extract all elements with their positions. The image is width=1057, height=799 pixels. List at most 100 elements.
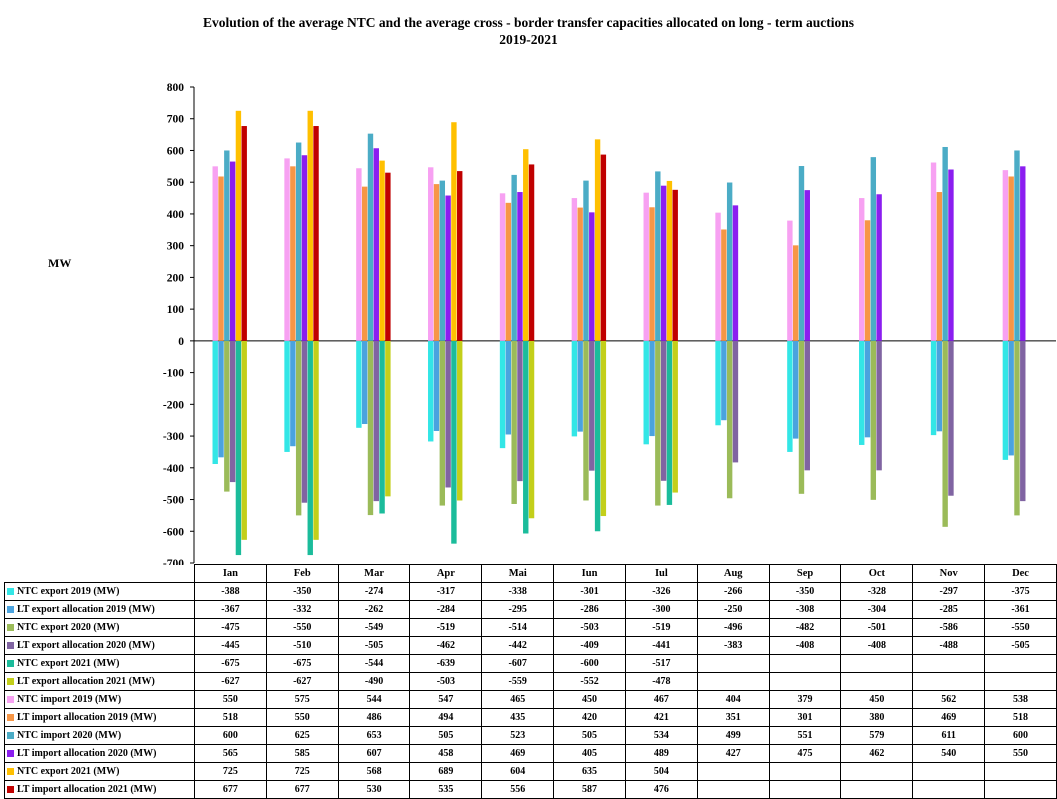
data-label: -350 — [265, 582, 339, 601]
bar-ntc-export-2020-mw-nov — [942, 340, 948, 527]
series-name: NTC export 2021 (MW) — [17, 766, 120, 777]
bar-ntc-export-2021-mw-apr — [451, 122, 457, 341]
data-label: 450 — [840, 690, 914, 709]
bar-ntc-export-2019-mw-mar — [356, 340, 362, 428]
legend-swatch — [7, 588, 14, 596]
data-label: 587 — [553, 780, 626, 799]
data-label: -383 — [696, 636, 770, 655]
bar-lt-export-allocation-2019-mw-ian — [218, 340, 224, 458]
bar-chart: 800 700 600 500 400 300 200 100 0 -100 -200 -300 -40… — [163, 82, 1056, 565]
table-row: LT import allocation 2019 (MW) 518 550 486 4… — [4, 708, 1057, 727]
bar-ntc-import-2019-mw-nov — [930, 162, 937, 341]
bar-ntc-import-2019-mw-mar — [356, 168, 362, 341]
bar-ntc-import-2019-mw-dec — [1002, 170, 1009, 341]
bar-ntc-export-2021-mw-iun — [594, 340, 601, 532]
data-label: -328 — [840, 582, 914, 601]
legend-swatch — [7, 696, 14, 704]
bar-ntc-import-2020-mw-mar — [367, 133, 374, 341]
bar-lt-export-allocation-2021-mw-ian — [241, 340, 247, 540]
bar-ntc-export-2021-mw-mai — [523, 340, 529, 534]
bar-ntc-export-2019-mw-feb — [284, 340, 290, 452]
bar-lt-import-allocation-2021-mw-iun — [600, 154, 607, 341]
bar-lt-export-allocation-2021-mw-apr — [457, 340, 463, 501]
bar-ntc-export-2019-mw-iun — [571, 340, 578, 437]
bar-lt-import-allocation-2021-mw-mai — [528, 164, 535, 341]
data-label: 530 — [337, 780, 411, 799]
bar-ntc-import-2019-mw-sep — [787, 220, 793, 341]
data-label: -517 — [624, 654, 698, 673]
legend-entry: NTC import 2020 (MW) — [4, 726, 195, 745]
bar-ntc-export-2019-mw-aug — [715, 340, 721, 426]
bar-lt-export-allocation-2020-mw-aug — [732, 340, 739, 463]
data-label — [840, 672, 914, 691]
series-name: LT export allocation 2019 (MW) — [17, 604, 155, 615]
data-label: -503 — [409, 672, 483, 691]
x-tick-label: Oct — [840, 564, 914, 583]
bar-ntc-export-2021-mw-apr — [451, 340, 457, 544]
series-name: LT import allocation 2021 (MW) — [17, 784, 157, 795]
y-tick-label: -700 — [163, 558, 184, 565]
data-label: -501 — [840, 618, 914, 637]
data-label: 405 — [553, 744, 626, 763]
data-label: -549 — [337, 618, 411, 637]
x-tick-label: Nov — [912, 564, 986, 583]
bar-ntc-import-2020-mw-dec — [1014, 150, 1020, 341]
data-label: -519 — [409, 618, 483, 637]
y-tick-label: -600 — [163, 526, 184, 538]
bar-lt-export-allocation-2020-mw-feb — [301, 340, 308, 503]
bar-lt-import-allocation-2019-mw-mar — [361, 186, 368, 341]
bar-ntc-export-2019-mw-mai — [499, 340, 506, 449]
data-label: 689 — [409, 762, 483, 781]
bar-lt-export-allocation-2021-mw-mar — [385, 340, 391, 497]
data-label: 427 — [696, 744, 770, 763]
legend-entry: NTC export 2020 (MW) — [4, 618, 195, 637]
chart-subtitle-line: 2019-2021 — [499, 32, 558, 47]
y-tick-label: -100 — [163, 368, 184, 380]
table-row: NTC export 2020 (MW) -475 -550 -549 -519 -514… — [4, 618, 1057, 637]
bar-ntc-import-2019-mw-mai — [499, 193, 506, 341]
bar-ntc-export-2020-mw-iun — [583, 340, 589, 501]
bar-lt-import-allocation-2019-mw-iun — [577, 207, 583, 341]
data-label: -388 — [194, 582, 267, 601]
table-row: LT export allocation 2020 (MW) -445 -510 -5… — [4, 636, 1057, 655]
bar-lt-export-allocation-2019-mw-aug — [721, 340, 727, 421]
bar-lt-import-allocation-2020-mw-oct — [876, 194, 882, 341]
data-label: -600 — [553, 654, 626, 673]
legend-entry: LT import allocation 2021 (MW) — [4, 780, 195, 799]
bar-lt-import-allocation-2019-mw-aug — [721, 229, 727, 341]
data-label — [768, 672, 842, 691]
data-label: 568 — [337, 762, 411, 781]
y-tick-label: 200 — [167, 272, 185, 284]
bar-ntc-import-2020-mw-aug — [726, 182, 733, 341]
data-label: 556 — [481, 780, 555, 799]
bar-lt-import-allocation-2020-mw-feb — [301, 155, 308, 341]
x-tick-label: Iun — [553, 564, 626, 583]
legend-entry: LT import allocation 2020 (MW) — [4, 744, 195, 763]
legend-swatch — [7, 750, 14, 758]
data-label — [768, 654, 842, 673]
bar-ntc-import-2020-mw-nov — [942, 146, 948, 341]
bar-ntc-export-2020-mw-feb — [295, 340, 302, 516]
data-label — [840, 654, 914, 673]
bar-ntc-export-2020-mw-mar — [367, 340, 374, 516]
series-name: NTC export 2019 (MW) — [17, 586, 120, 597]
bar-lt-export-allocation-2020-mw-dec — [1020, 340, 1026, 502]
bar-lt-export-allocation-2020-mw-apr — [445, 340, 451, 488]
data-label: -482 — [768, 618, 842, 637]
y-tick-label: -300 — [163, 431, 184, 443]
y-tick-label: 800 — [167, 82, 185, 94]
x-tick-label: Mai — [481, 564, 555, 583]
data-label: -308 — [768, 600, 842, 619]
data-label — [984, 672, 1057, 691]
data-label: -445 — [194, 636, 267, 655]
data-label — [984, 654, 1057, 673]
bar-ntc-export-2020-mw-apr — [439, 340, 446, 506]
bar-lt-import-allocation-2019-mw-oct — [864, 220, 871, 341]
data-label: 450 — [553, 690, 626, 709]
bar-ntc-import-2019-mw-iun — [571, 198, 578, 341]
data-label: -519 — [624, 618, 698, 637]
y-tick-label: 600 — [167, 145, 185, 157]
data-label: -297 — [912, 582, 986, 601]
bar-ntc-export-2020-mw-oct — [870, 340, 877, 500]
bar-lt-export-allocation-2019-mw-feb — [290, 340, 296, 447]
